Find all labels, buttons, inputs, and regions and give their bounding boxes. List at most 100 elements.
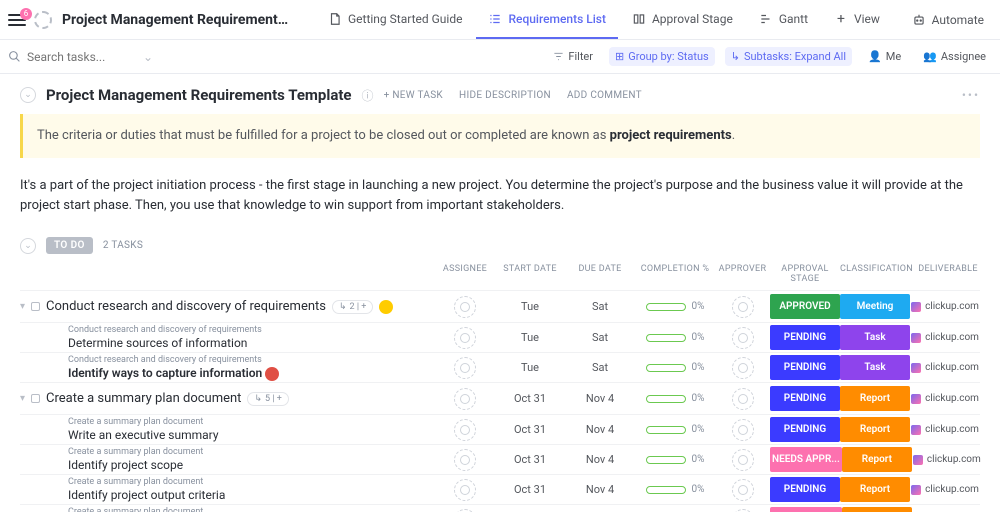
task-row[interactable]: Conduct research and discovery of requir… [20, 352, 980, 382]
add-comment-button[interactable]: ADD COMMENT [567, 90, 642, 101]
chevron-down-icon[interactable]: ⌄ [143, 50, 153, 64]
assignee-avatar[interactable] [454, 327, 476, 349]
task-row[interactable]: Create a summary plan documentWrite an e… [20, 414, 980, 444]
subtask-count[interactable]: ↳ 5 | + [247, 392, 288, 406]
priority-flag-icon[interactable] [379, 300, 393, 314]
menu-icon[interactable]: 6 [8, 14, 26, 26]
due-date[interactable]: Sat [565, 331, 635, 344]
new-task-button[interactable]: + NEW TASK [384, 90, 443, 101]
col-completion[interactable]: COMPLETION % [635, 264, 715, 284]
completion-cell[interactable]: 0% [635, 301, 715, 312]
start-date[interactable]: Oct 31 [495, 392, 565, 405]
page-title[interactable]: Project Management Requirements Te... [62, 12, 292, 28]
collapse-icon[interactable]: ⌄ [20, 87, 36, 103]
approver-avatar[interactable] [732, 296, 754, 318]
chevron-down-icon[interactable]: ▾ [20, 301, 25, 312]
start-date[interactable]: Oct 31 [495, 423, 565, 436]
assignee-avatar[interactable] [454, 296, 476, 318]
approval-stage-tag[interactable]: PENDING [770, 417, 840, 442]
assignee-button[interactable]: 👥Assignee [917, 47, 992, 66]
deliverable-cell[interactable]: clickup.com [910, 393, 980, 404]
start-date[interactable]: Tue [495, 300, 565, 313]
automate-button[interactable]: Automate [904, 9, 992, 31]
completion-cell[interactable]: 0% [635, 362, 715, 373]
deliverable-cell[interactable]: clickup.com [910, 362, 980, 373]
me-button[interactable]: 👤Me [862, 47, 907, 66]
view-tab[interactable]: Requirements List [476, 0, 618, 39]
groupby-button[interactable]: ⊞Group by: Status [609, 47, 715, 66]
approver-avatar[interactable] [732, 419, 754, 441]
col-assignee[interactable]: ASSIGNEE [435, 264, 495, 284]
assignee-avatar[interactable] [454, 479, 476, 501]
status-square-icon[interactable] [31, 394, 40, 403]
col-approver[interactable]: APPROVER [715, 264, 770, 284]
assignee-avatar[interactable] [454, 419, 476, 441]
more-icon[interactable]: ••• [962, 88, 980, 102]
task-row[interactable]: Conduct research and discovery of requir… [20, 322, 980, 352]
approval-stage-tag[interactable]: PENDING [770, 477, 840, 502]
classification-tag[interactable]: Report [840, 386, 910, 411]
assignee-avatar[interactable] [454, 509, 476, 512]
group-collapse-icon[interactable]: ⌄ [20, 238, 36, 254]
completion-cell[interactable]: 0% [635, 424, 715, 435]
priority-flag-icon[interactable] [265, 367, 279, 381]
classification-tag[interactable]: Meeting [840, 294, 910, 319]
approval-stage-tag[interactable]: PENDING [770, 386, 840, 411]
due-date[interactable]: Nov 4 [565, 483, 635, 496]
completion-cell[interactable]: 0% [635, 393, 715, 404]
view-tab[interactable]: Gantt [747, 0, 820, 39]
classification-tag[interactable]: Report [842, 507, 912, 512]
col-deliverable[interactable]: DELIVERABLE [913, 264, 983, 284]
deliverable-cell[interactable]: clickup.com [910, 301, 980, 312]
task-row[interactable]: ▾Conduct research and discovery of requi… [20, 290, 980, 322]
approval-stage-tag[interactable]: PENDING [770, 325, 840, 350]
due-date[interactable]: Sat [565, 300, 635, 313]
approval-stage-tag[interactable]: NEEDS APPR... [770, 507, 842, 512]
approver-avatar[interactable] [732, 327, 754, 349]
classification-tag[interactable]: Task [840, 325, 910, 350]
task-row[interactable]: ▾Create a summary plan document↳ 5 | +Oc… [20, 382, 980, 414]
deliverable-cell[interactable]: clickup.com [910, 484, 980, 495]
hide-desc-button[interactable]: HIDE DESCRIPTION [459, 90, 551, 101]
deliverable-cell[interactable]: clickup.com [910, 424, 980, 435]
approver-avatar[interactable] [732, 479, 754, 501]
classification-tag[interactable]: Task [840, 355, 910, 380]
task-row[interactable]: Create a summary plan documentIdentify p… [20, 444, 980, 474]
search-input[interactable] [27, 50, 137, 64]
approval-stage-tag[interactable]: NEEDS APPR... [770, 447, 842, 472]
due-date[interactable]: Nov 4 [565, 453, 635, 466]
approver-avatar[interactable] [732, 357, 754, 379]
start-date[interactable]: Tue [495, 361, 565, 374]
assignee-avatar[interactable] [454, 449, 476, 471]
due-date[interactable]: Nov 4 [565, 392, 635, 405]
status-square-icon[interactable] [31, 302, 40, 311]
status-pill[interactable]: TO DO [46, 237, 93, 254]
info-icon[interactable]: ⓘ [362, 87, 374, 104]
due-date[interactable]: Nov 4 [565, 423, 635, 436]
assignee-avatar[interactable] [454, 388, 476, 410]
search-box[interactable]: ⌄ [8, 50, 158, 64]
subtask-count[interactable]: ↳ 2 | + [332, 300, 373, 314]
classification-tag[interactable]: Report [842, 447, 912, 472]
deliverable-cell[interactable]: clickup.com [910, 332, 980, 343]
start-date[interactable]: Oct 31 [495, 453, 565, 466]
chevron-down-icon[interactable]: ▾ [20, 393, 25, 404]
completion-cell[interactable]: 0% [635, 484, 715, 495]
subtasks-button[interactable]: ↳Subtasks: Expand All [725, 47, 852, 66]
start-date[interactable]: Tue [495, 331, 565, 344]
completion-cell[interactable]: 0% [635, 332, 715, 343]
approval-stage-tag[interactable]: APPROVED [770, 294, 840, 319]
filter-button[interactable]: Filter [547, 47, 599, 66]
completion-cell[interactable]: 0% [635, 454, 715, 465]
classification-tag[interactable]: Report [840, 477, 910, 502]
col-class[interactable]: CLASSIFICATION [840, 264, 913, 284]
approver-avatar[interactable] [732, 449, 754, 471]
view-tab[interactable]: +View [822, 0, 892, 39]
approver-avatar[interactable] [732, 388, 754, 410]
approval-stage-tag[interactable]: PENDING [770, 355, 840, 380]
start-date[interactable]: Oct 31 [495, 483, 565, 496]
approver-avatar[interactable] [732, 509, 754, 512]
due-date[interactable]: Sat [565, 361, 635, 374]
col-due[interactable]: DUE DATE [565, 264, 635, 284]
classification-tag[interactable]: Report [840, 417, 910, 442]
